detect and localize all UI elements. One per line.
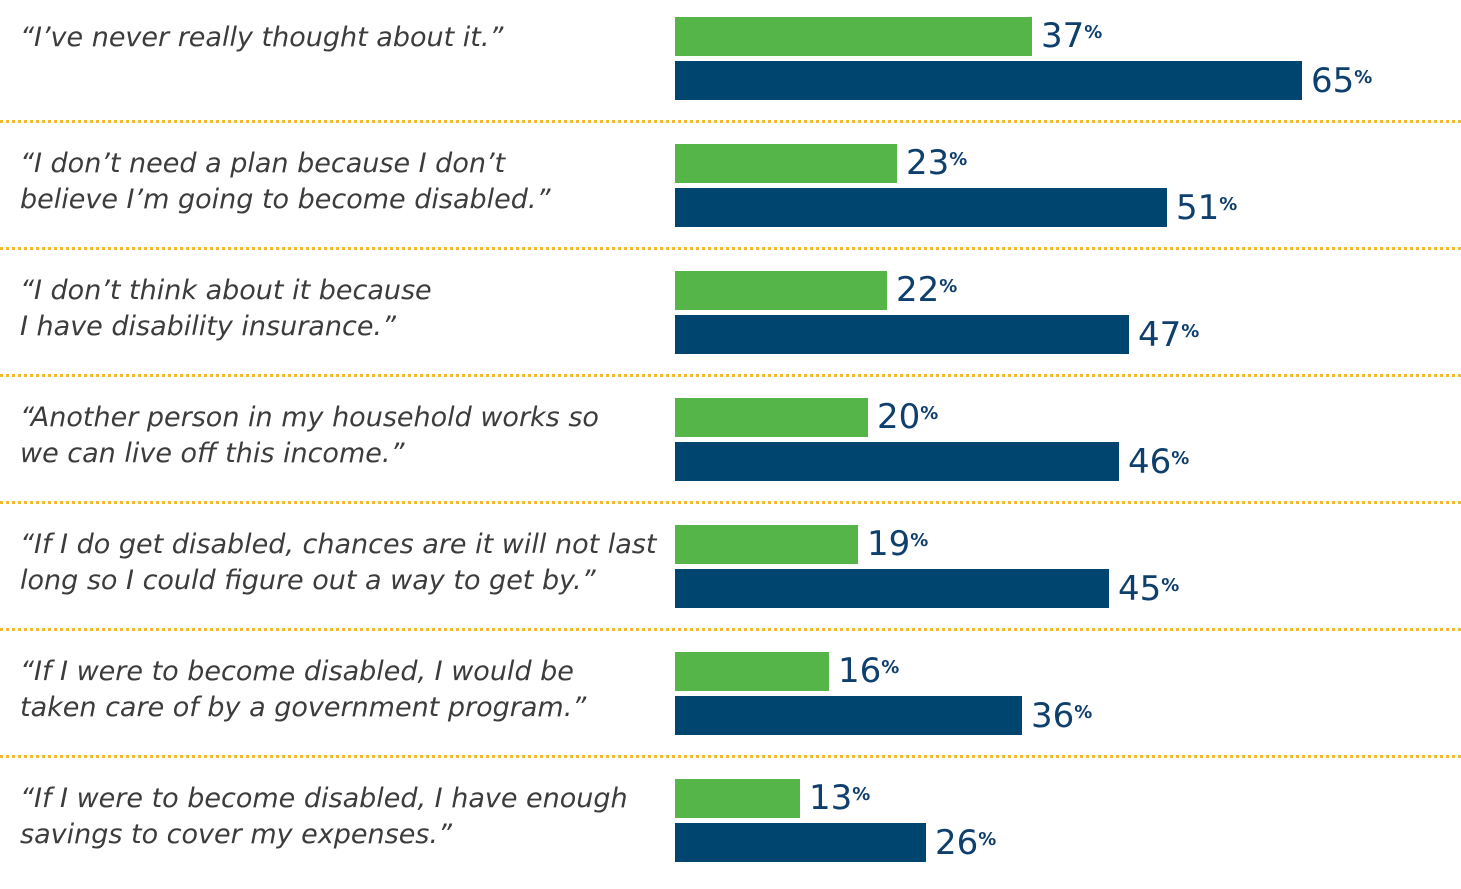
bar-series-1 [675, 271, 887, 310]
data-label-value: 46 [1128, 442, 1172, 482]
category-label-line: I have disability insurance.” [20, 311, 396, 342]
category-label-line: “If I do get disabled, chances are it wi… [20, 529, 657, 560]
chart-row: “If I were to become disabled, I have en… [0, 762, 1461, 889]
data-label-value: 37 [1041, 16, 1085, 56]
row-separator [0, 501, 1461, 504]
category-label: “If I do get disabled, chances are it wi… [20, 527, 670, 599]
data-label-suffix: % [1074, 702, 1093, 723]
category-label-line: “If I were to become disabled, I have en… [20, 783, 628, 814]
bar-series-2 [675, 442, 1119, 481]
bar-series-1 [675, 17, 1032, 56]
data-label-suffix: % [1161, 575, 1180, 596]
category-label: “I don’t need a plan because I don’t beli… [20, 146, 670, 218]
data-label-value: 51 [1176, 188, 1220, 228]
row-separator [0, 374, 1461, 377]
data-label: 47% [1138, 316, 1199, 355]
data-label-suffix: % [852, 784, 871, 805]
data-label-suffix: % [920, 403, 939, 424]
data-label-value: 36 [1031, 696, 1075, 736]
data-label-value: 65 [1311, 61, 1355, 101]
data-label: 37% [1041, 17, 1102, 56]
data-label-value: 23 [906, 143, 950, 183]
bar-series-2 [675, 823, 926, 862]
category-label-line: “I don’t think about it because [20, 275, 432, 306]
data-label: 26% [935, 824, 996, 863]
bar-series-2 [675, 315, 1129, 354]
data-label-value: 20 [877, 397, 921, 437]
data-label: 45% [1118, 570, 1179, 609]
data-label-suffix: % [1181, 321, 1200, 342]
data-label-suffix: % [1171, 448, 1190, 469]
data-label: 23% [906, 144, 967, 183]
bar-series-1 [675, 652, 829, 691]
data-label-value: 16 [838, 651, 882, 691]
category-label: “I don’t think about it because I have di… [20, 273, 670, 345]
data-label: 46% [1128, 443, 1189, 482]
category-label-line: “I don’t need a plan because I don’t [20, 148, 506, 179]
chart-row: “Another person in my household works so… [0, 381, 1461, 508]
category-label-line: “Another person in my household works so [20, 402, 599, 433]
category-label-line: savings to cover my expenses.” [20, 819, 452, 850]
data-label-value: 22 [896, 270, 940, 310]
data-label: 13% [809, 779, 870, 818]
data-label-suffix: % [881, 657, 900, 678]
category-label-line: “I’ve never really thought about it.” [20, 22, 504, 53]
data-label-suffix: % [910, 530, 929, 551]
row-separator [0, 120, 1461, 123]
category-label-line: taken care of by a government program.” [20, 692, 587, 723]
category-label: “If I were to become disabled, I would b… [20, 654, 670, 726]
data-label: 65% [1311, 62, 1372, 101]
data-label-suffix: % [939, 276, 958, 297]
chart-row: “If I do get disabled, chances are it wi… [0, 508, 1461, 635]
data-label-value: 47 [1138, 315, 1182, 355]
data-label-suffix: % [1219, 194, 1238, 215]
category-label: “If I were to become disabled, I have en… [20, 781, 670, 853]
data-label-suffix: % [978, 829, 997, 850]
bar-series-2 [675, 188, 1167, 227]
data-label: 19% [867, 525, 928, 564]
category-label-line: believe I’m going to become disabled.” [20, 184, 551, 215]
bar-series-1 [675, 525, 858, 564]
bar-series-1 [675, 144, 897, 183]
data-label: 22% [896, 271, 957, 310]
category-label-line: long so I could figure out a way to get … [20, 565, 596, 596]
data-label-suffix: % [1084, 22, 1103, 43]
data-label: 51% [1176, 189, 1237, 228]
chart-row: “I don’t need a plan because I don’t beli… [0, 127, 1461, 254]
chart-area: “I’ve never really thought about it.” 37%… [0, 0, 1461, 863]
chart-row: “If I were to become disabled, I would b… [0, 635, 1461, 762]
category-label-line: we can live off this income.” [20, 438, 405, 469]
category-label: “I’ve never really thought about it.” [20, 20, 670, 56]
data-label-value: 19 [867, 524, 911, 564]
data-label: 16% [838, 652, 899, 691]
row-separator [0, 247, 1461, 250]
bar-series-2 [675, 569, 1109, 608]
row-separator [0, 755, 1461, 758]
category-label-line: “If I were to become disabled, I would b… [20, 656, 574, 687]
category-label: “Another person in my household works so… [20, 400, 670, 472]
chart-row: “I don’t think about it because I have di… [0, 254, 1461, 381]
data-label: 36% [1031, 697, 1092, 736]
bar-series-2 [675, 61, 1302, 100]
row-separator [0, 628, 1461, 631]
bar-series-1 [675, 398, 868, 437]
data-label-value: 13 [809, 778, 853, 818]
data-label-value: 45 [1118, 569, 1162, 609]
data-label: 20% [877, 398, 938, 437]
bar-series-1 [675, 779, 800, 818]
chart-row: “I’ve never really thought about it.” 37%… [0, 0, 1461, 127]
data-label-suffix: % [949, 149, 968, 170]
bar-series-2 [675, 696, 1022, 735]
data-label-value: 26 [935, 823, 979, 863]
data-label-suffix: % [1354, 67, 1373, 88]
